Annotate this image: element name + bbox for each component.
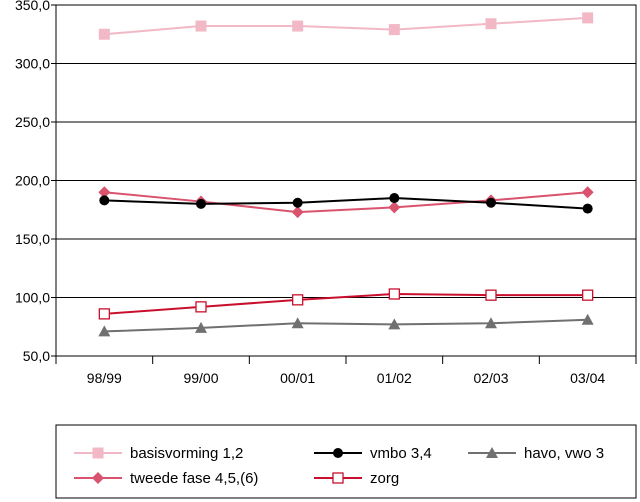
data-point-basisvorming-1-2 [388, 24, 400, 36]
data-point-havo-vwo-3 [581, 313, 594, 325]
data-point-havo-vwo-3 [291, 317, 304, 329]
data-point-tweede-fase-4-5-6 [388, 201, 401, 214]
legend-marker-vmbo-3-4 [333, 448, 343, 458]
x-tick-label: 98/99 [87, 370, 122, 386]
x-tick-label: 02/03 [473, 370, 508, 386]
data-point-zorg [195, 301, 207, 313]
data-point-vmbo-3-4 [582, 203, 593, 214]
data-point-basisvorming-1-2 [582, 12, 594, 24]
data-point-havo-vwo-3 [485, 317, 497, 329]
legend-marker-zorg [332, 472, 344, 484]
data-point-vmbo-3-4 [292, 197, 303, 208]
x-tick-label: 03/04 [570, 370, 605, 386]
series-line-zorg [104, 292, 588, 315]
data-point-basisvorming-1-2 [195, 20, 207, 32]
series-line-basisvorming-1-2 [104, 16, 588, 36]
legend-label-vmbo-3-4: vmbo 3,4 [370, 445, 432, 462]
data-point-havo-vwo-3 [195, 321, 207, 333]
data-point-zorg [292, 294, 304, 306]
legend-marker-tweede-fase-4-5-6 [92, 472, 104, 484]
series-line-havo-vwo-3 [104, 318, 588, 333]
x-tick-label: 00/01 [280, 370, 315, 386]
data-point-tweede-fase-4-5-6 [581, 186, 594, 199]
data-point-havo-vwo-3 [98, 325, 111, 337]
data-point-vmbo-3-4 [486, 197, 496, 208]
data-point-vmbo-3-4 [99, 195, 110, 206]
data-point-zorg [582, 289, 594, 301]
data-point-zorg [98, 308, 110, 320]
x-tick-label: 01/02 [377, 370, 412, 386]
legend-box [55, 424, 637, 499]
y-tick-label: 150,0 [15, 231, 50, 247]
y-tick-label: 350,0 [15, 0, 50, 13]
y-tick-label: 300,0 [15, 56, 50, 72]
legend-label-basisvorming-1-2: basisvorming 1,2 [130, 445, 243, 462]
y-tick-label: 50,0 [23, 348, 50, 364]
legend-marker-basisvorming-1-2 [92, 447, 104, 459]
data-point-tweede-fase-4-5-6 [291, 206, 304, 219]
legend-label-tweede-fase-4-5-6: tweede fase 4,5,(6) [130, 470, 258, 487]
data-point-vmbo-3-4 [389, 193, 400, 204]
legend-label-zorg: zorg [370, 470, 399, 487]
data-point-vmbo-3-4 [196, 198, 206, 209]
legend-label-havo-vwo-3: havo, vwo 3 [524, 445, 604, 462]
series-line-vmbo-3-4 [104, 197, 588, 210]
y-tick-label: 100,0 [15, 290, 50, 306]
series-line-tweede-fase-4-5-6 [104, 191, 588, 214]
data-point-havo-vwo-3 [388, 318, 401, 330]
data-point-basisvorming-1-2 [98, 28, 110, 40]
data-point-basisvorming-1-2 [292, 20, 304, 32]
y-tick-label: 200,0 [15, 173, 50, 189]
data-point-tweede-fase-4-5-6 [98, 186, 111, 199]
y-tick-label: 250,0 [15, 114, 50, 130]
data-point-zorg [388, 288, 400, 300]
legend-marker-havo-vwo-3 [486, 447, 498, 458]
data-point-basisvorming-1-2 [485, 18, 497, 30]
x-tick-label: 99/00 [183, 370, 218, 386]
data-point-zorg [485, 289, 497, 301]
